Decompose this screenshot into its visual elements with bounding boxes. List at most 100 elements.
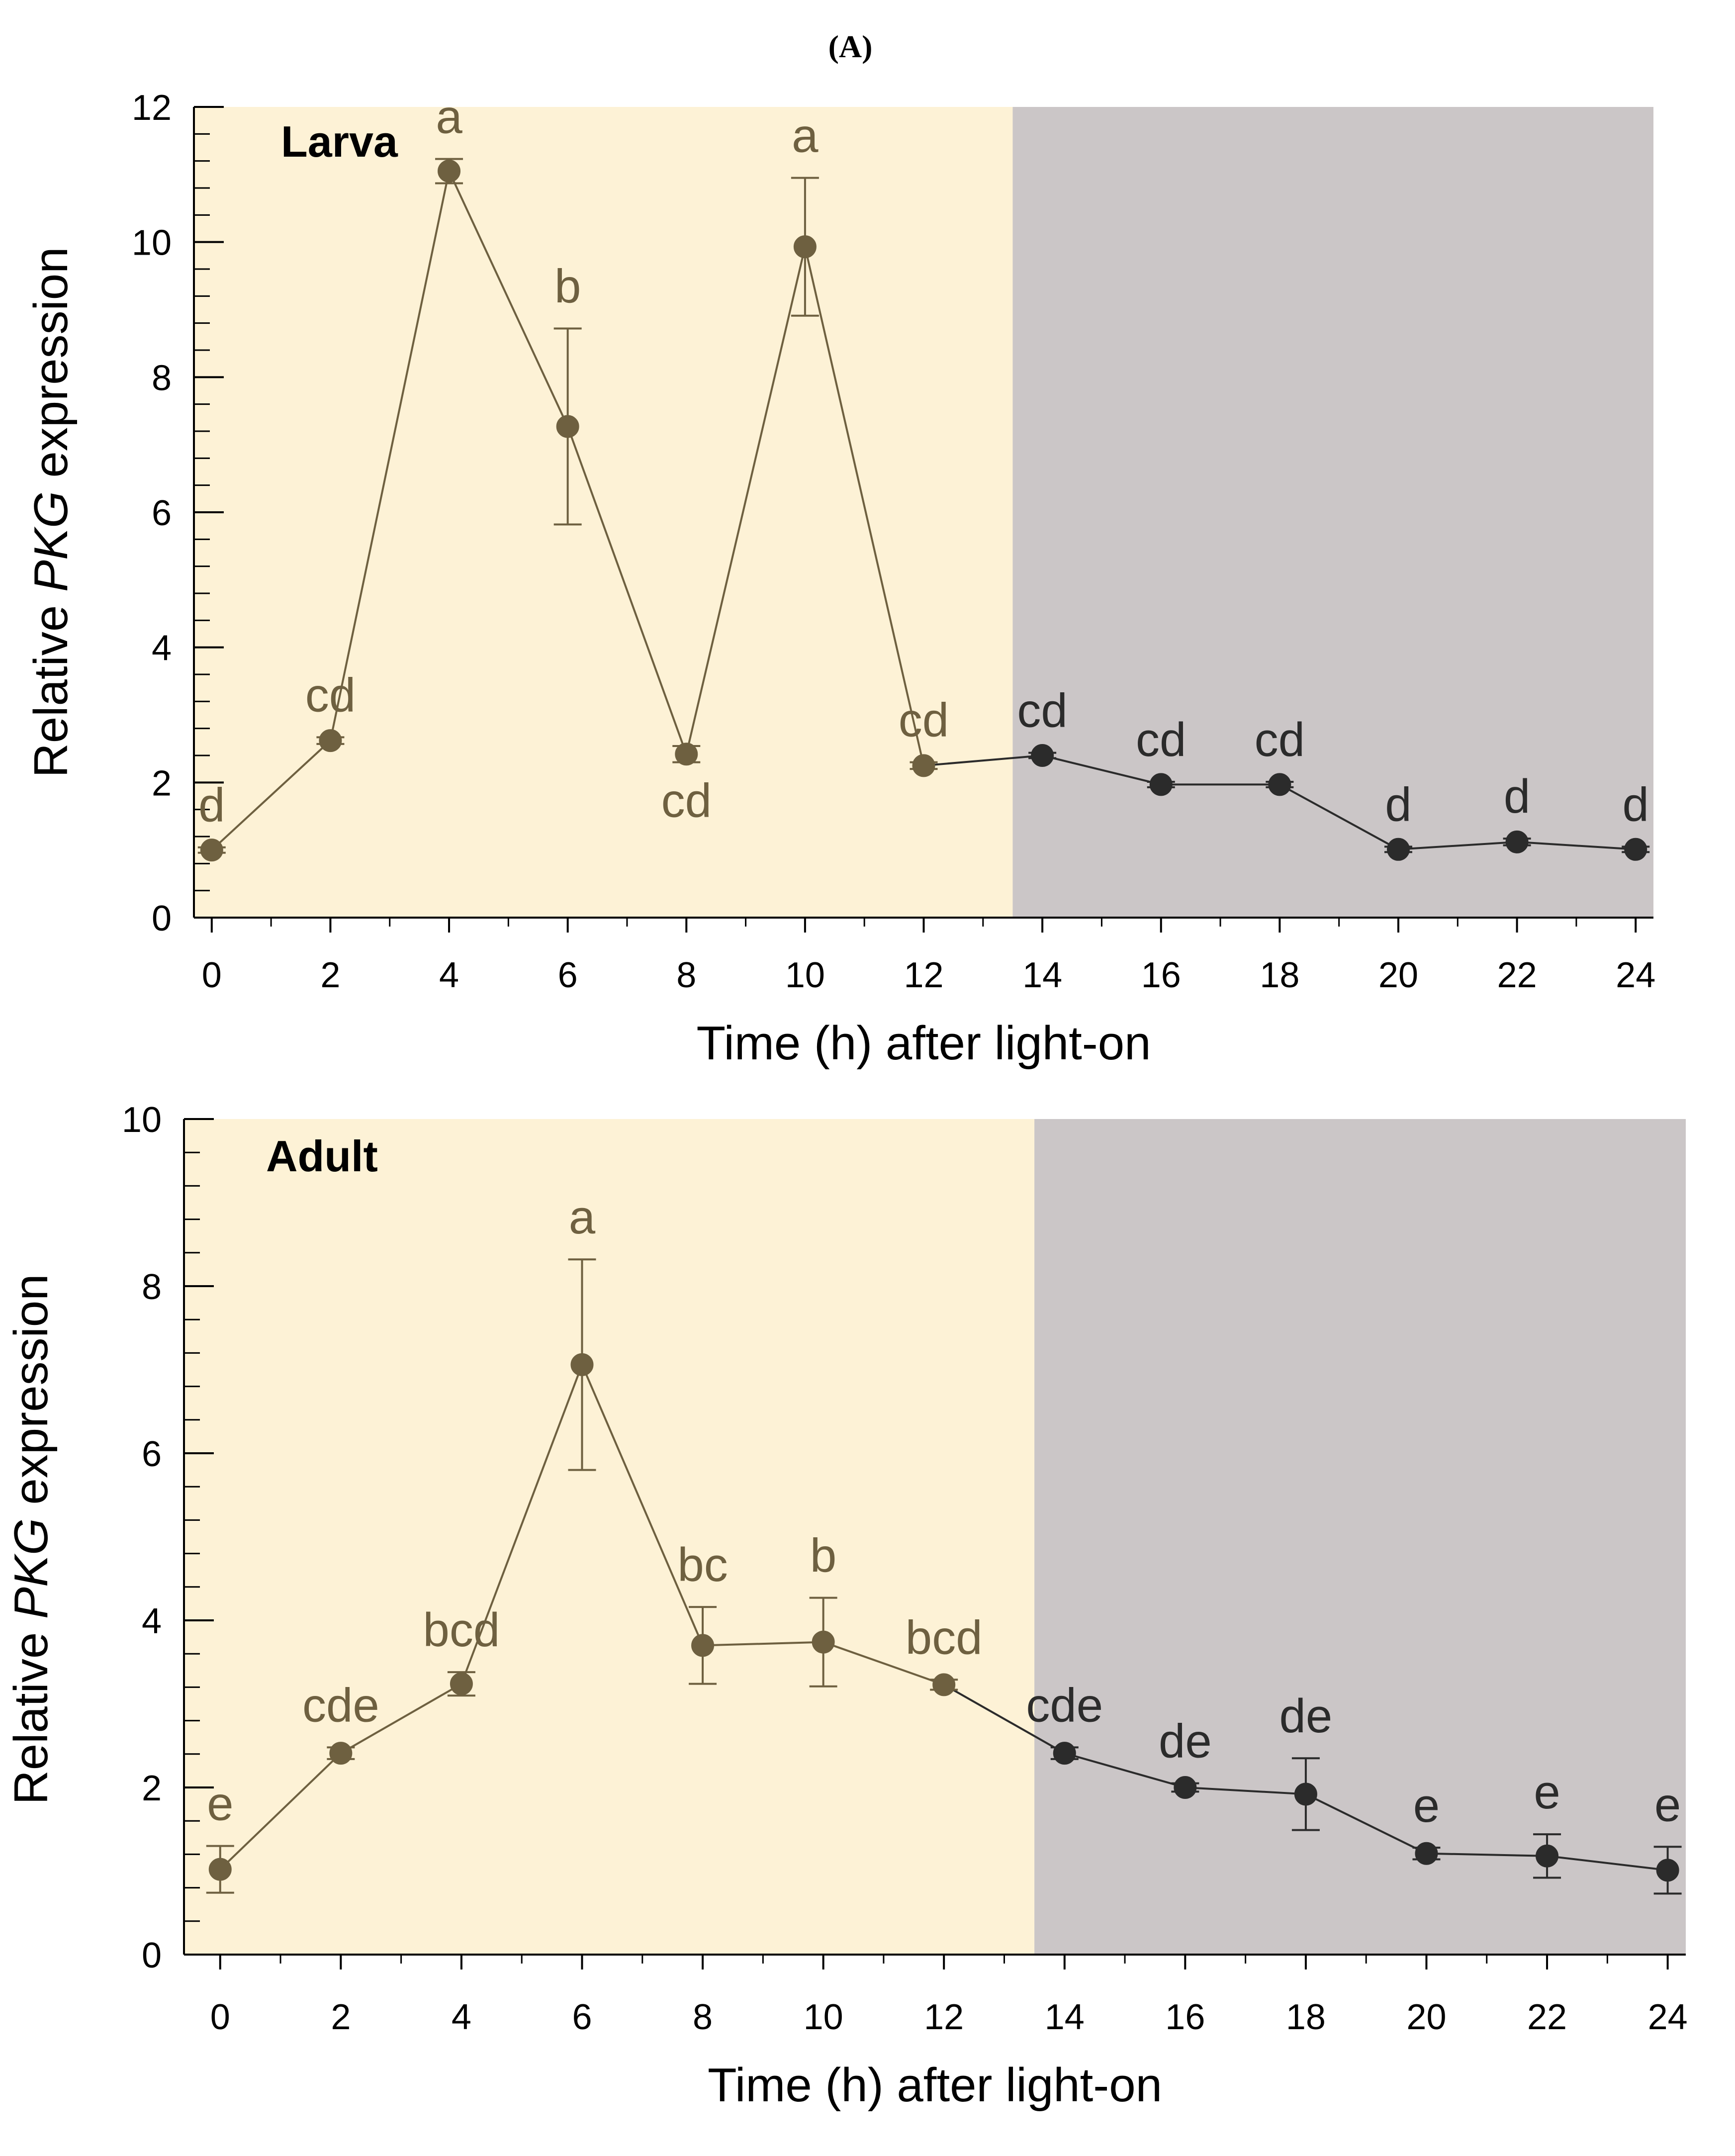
larva-x-tick-label: 20: [1378, 955, 1418, 995]
adult-data-point: [570, 1353, 594, 1376]
adult-significance-letter: de: [1279, 1689, 1333, 1743]
larva-x-tick-label: 14: [1022, 955, 1062, 995]
larva-significance-letter: d: [198, 779, 225, 832]
adult-data-point: [1656, 1859, 1679, 1882]
adult-y-tick-label: 8: [142, 1267, 162, 1307]
adult-significance-letter: cde: [1026, 1679, 1103, 1732]
larva-data-point: [1386, 838, 1410, 861]
larva-y-axis-label: Relative PKG expression: [24, 247, 78, 777]
adult-y-tick-label: 6: [142, 1434, 162, 1474]
larva-y-axis-label-part: Relative: [24, 592, 78, 778]
larva-x-tick-label: 6: [558, 955, 578, 995]
larva-x-tick-label: 16: [1141, 955, 1181, 995]
larva-data-point: [912, 754, 935, 777]
larva-y-axis-label-part: PKG: [24, 491, 78, 592]
larva-series-segment: [923, 754, 1043, 767]
adult-x-tick-label: 20: [1406, 1997, 1446, 2037]
larva-significance-letter: d: [1504, 770, 1530, 823]
larva-significance-letter: d: [1623, 778, 1649, 831]
adult-y-axis-label-part: expression: [4, 1274, 58, 1518]
larva-series-segment: [1279, 783, 1399, 850]
larva-data-point: [1149, 773, 1173, 796]
larva-data-point: [675, 743, 698, 766]
adult-y-axis-label-part: Relative: [4, 1619, 58, 1805]
adult-significance-letter: de: [1159, 1715, 1212, 1768]
larva-significance-letter: cd: [661, 774, 712, 828]
larva-significance-letter: cd: [1136, 713, 1186, 766]
larva-series-segment: [211, 740, 331, 851]
larva-series-segment: [1517, 841, 1636, 850]
adult-series-segment: [1305, 1793, 1427, 1855]
adult-x-tick-label: 0: [210, 1997, 230, 2037]
larva-data-point: [556, 415, 579, 438]
larva-data-point: [1624, 838, 1647, 861]
larva-y-axis-label-part: expression: [24, 247, 78, 491]
larva-significance-letter: b: [554, 260, 581, 313]
adult-significance-letter: e: [1534, 1766, 1560, 1819]
adult-light-phase-background: [184, 1119, 1035, 1955]
adult-significance-letter: bcd: [423, 1603, 500, 1657]
adult-significance-letter: a: [569, 1191, 596, 1244]
larva-significance-letter: cd: [1017, 684, 1067, 738]
larva-data-point: [793, 235, 817, 259]
larva-significance-letter: a: [792, 109, 819, 163]
larva-y-tick-label: 6: [152, 493, 172, 533]
adult-data-point: [329, 1742, 353, 1765]
larva-significance-letter: a: [436, 91, 462, 144]
larva-light-phase-background: [194, 107, 1013, 918]
larva-x-tick-label: 22: [1497, 955, 1537, 995]
adult-data-point: [208, 1858, 232, 1881]
larva-x-tick-label: 10: [785, 955, 825, 995]
adult-significance-letter: bcd: [906, 1611, 983, 1664]
adult-significance-letter: e: [1654, 1778, 1681, 1831]
larva-series-segment: [1398, 841, 1517, 850]
adult-series-segment: [702, 1641, 823, 1647]
adult-series-segment: [1426, 1852, 1548, 1857]
larva-series-segment: [566, 426, 688, 754]
larva-y-tick-label: 12: [132, 88, 172, 128]
larva-dark-phase-background: [1012, 107, 1653, 918]
adult-significance-letter: bc: [677, 1538, 728, 1592]
adult-data-point: [1174, 1776, 1197, 1799]
adult-x-axis-label: Time (h) after light-on: [708, 2059, 1162, 2112]
adult-y-tick-label: 4: [142, 1601, 162, 1641]
larva-x-tick-label: 0: [202, 955, 222, 995]
adult-y-tick-label: 0: [142, 1936, 162, 1975]
larva-series-segment: [448, 171, 569, 427]
adult-data-point: [932, 1673, 956, 1696]
larva-series-segment: [1042, 754, 1162, 786]
larva-data-point: [1268, 773, 1291, 796]
adult-significance-letter: b: [810, 1529, 836, 1583]
larva-data-point: [1505, 830, 1529, 853]
adult-x-tick-label: 2: [331, 1997, 351, 2037]
adult-x-tick-label: 12: [924, 1997, 964, 2037]
adult-series-segment: [1064, 1752, 1186, 1788]
larva-x-tick-label: 4: [439, 955, 459, 995]
larva-data-point: [200, 839, 223, 862]
larva-data-point: [1031, 744, 1054, 767]
larva-data-point: [438, 160, 461, 183]
adult-data-point: [1294, 1782, 1317, 1806]
adult-significance-letter: e: [1413, 1779, 1440, 1832]
adult-x-tick-label: 24: [1648, 1997, 1688, 2037]
adult-data-point: [1415, 1842, 1438, 1865]
adult-data-point: [691, 1634, 715, 1657]
larva-series-segment: [329, 171, 450, 741]
larva-series-segment: [685, 246, 806, 754]
adult-x-tick-label: 18: [1286, 1997, 1326, 2037]
larva-significance-letter: cd: [1255, 713, 1305, 766]
larva-significance-letter: cd: [305, 668, 356, 722]
larva-x-tick-label: 8: [676, 955, 696, 995]
larva-y-tick-label: 8: [152, 358, 172, 398]
adult-data-point: [1536, 1844, 1559, 1868]
larva-x-tick-label: 2: [320, 955, 340, 995]
larva-x-tick-label: 12: [904, 955, 943, 995]
adult-series-segment: [460, 1364, 583, 1685]
figure-label: (A): [828, 29, 873, 64]
adult-panel-title: Adult: [266, 1131, 378, 1181]
adult-y-tick-label: 10: [122, 1100, 162, 1140]
larva-data-point: [319, 729, 342, 752]
